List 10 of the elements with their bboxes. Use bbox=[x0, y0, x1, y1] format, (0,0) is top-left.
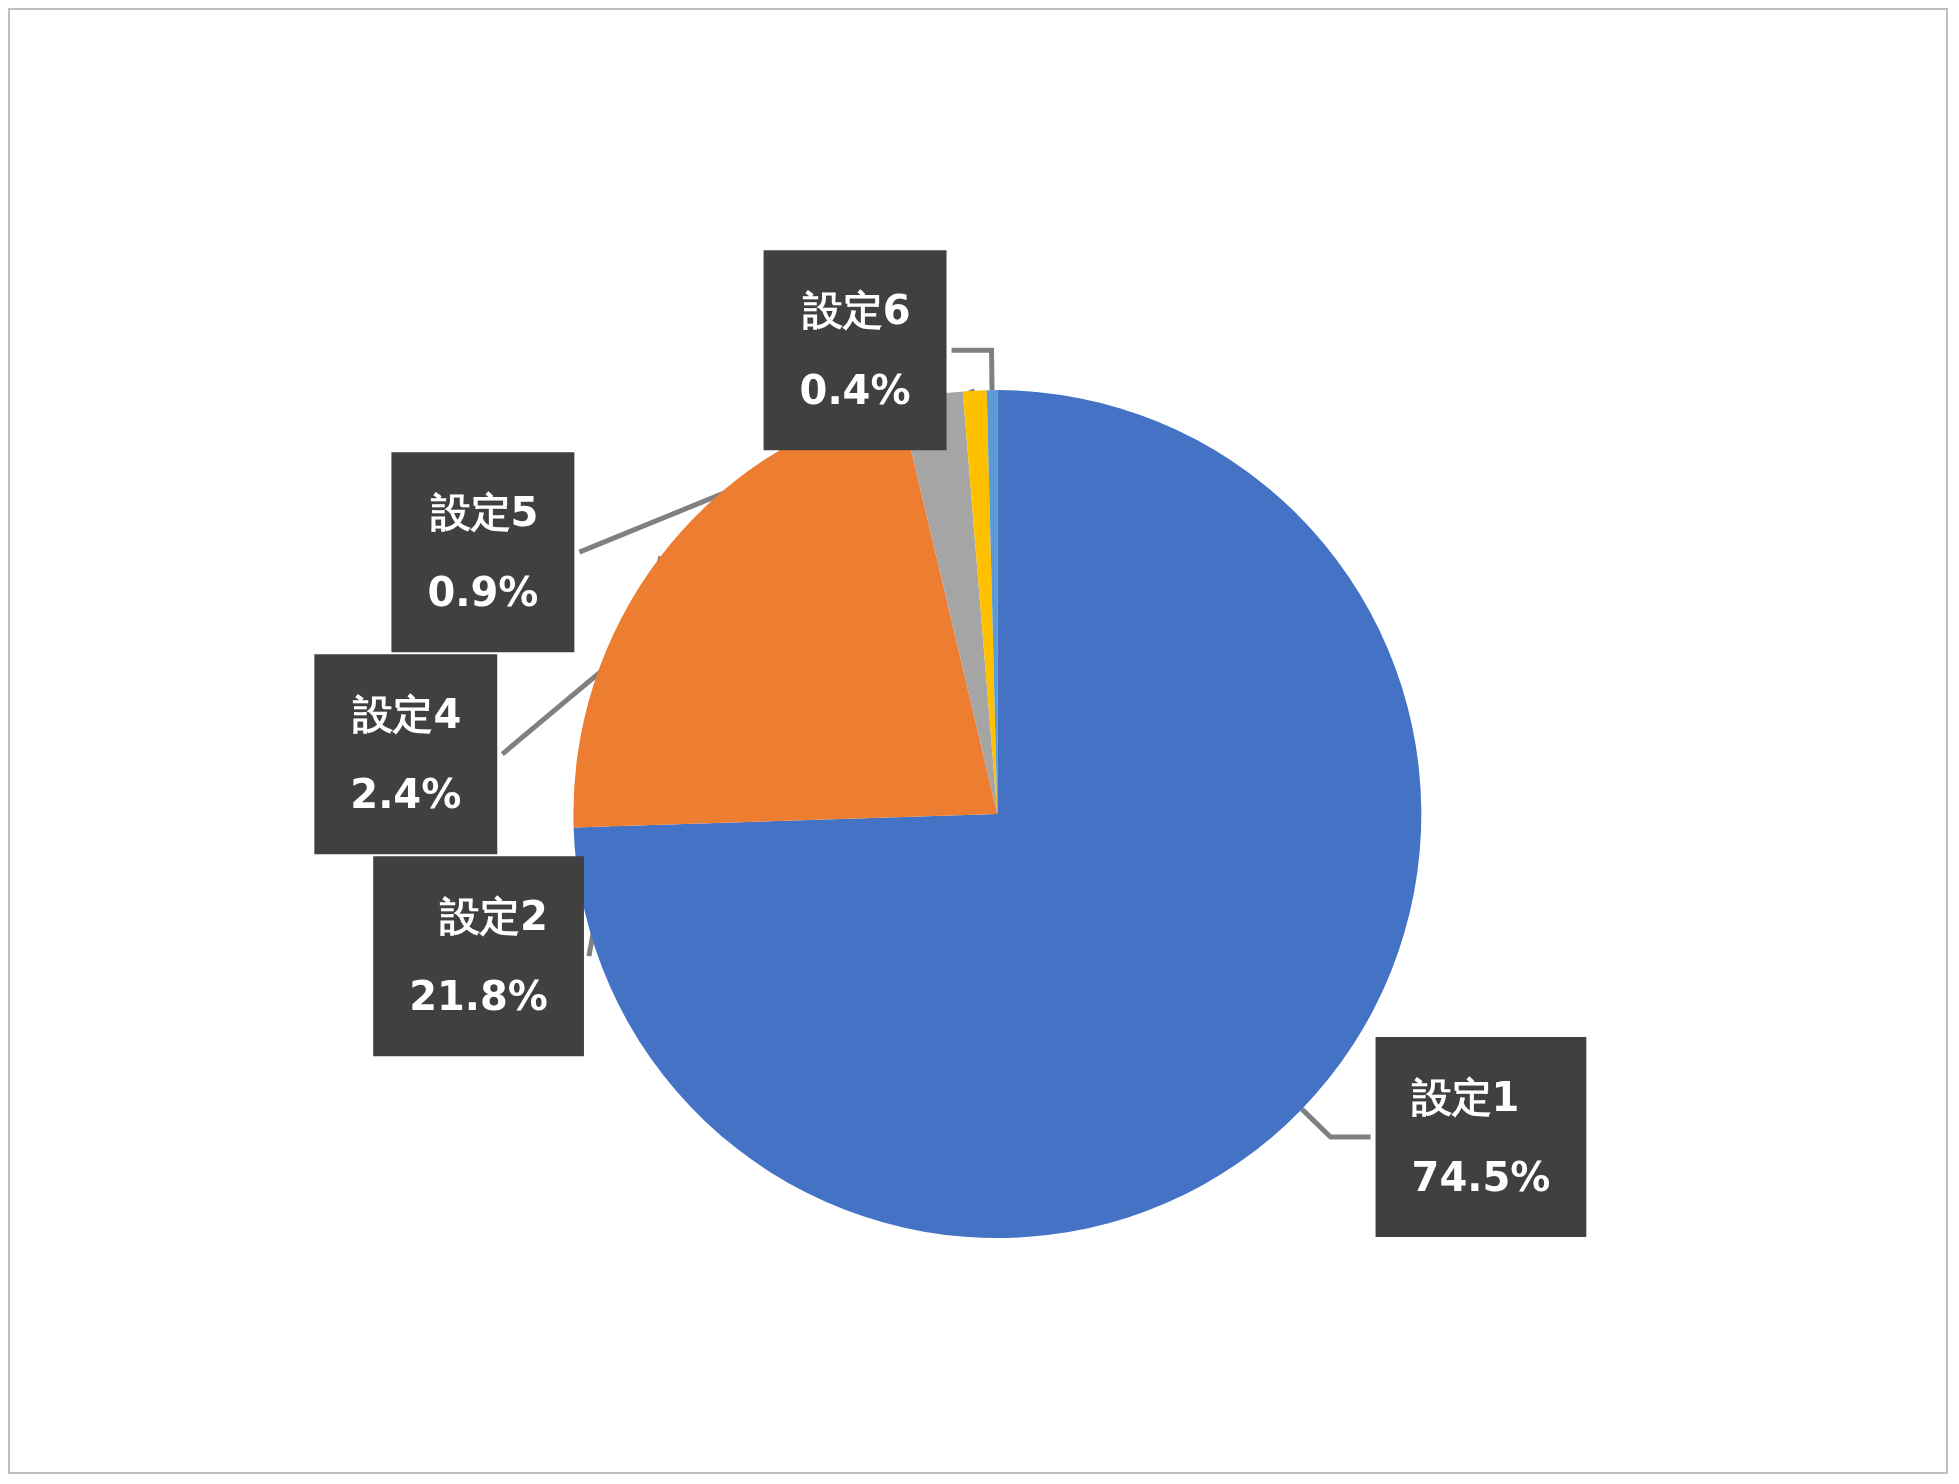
slice-label: 設定5 bbox=[429, 489, 539, 536]
slice-label: 設定6 bbox=[801, 287, 911, 334]
data-label: 0.9% bbox=[427, 569, 539, 616]
slice-label: 設定1 bbox=[1410, 1073, 1520, 1120]
data-label: 2.4% bbox=[350, 771, 462, 818]
slice-label: 設定4 bbox=[352, 691, 462, 738]
data-label: 0.4% bbox=[799, 367, 911, 414]
data-label: 74.5% bbox=[1411, 1153, 1551, 1200]
slice-label: 設定2 bbox=[439, 893, 548, 940]
data-label: 21.8% bbox=[409, 973, 548, 1020]
